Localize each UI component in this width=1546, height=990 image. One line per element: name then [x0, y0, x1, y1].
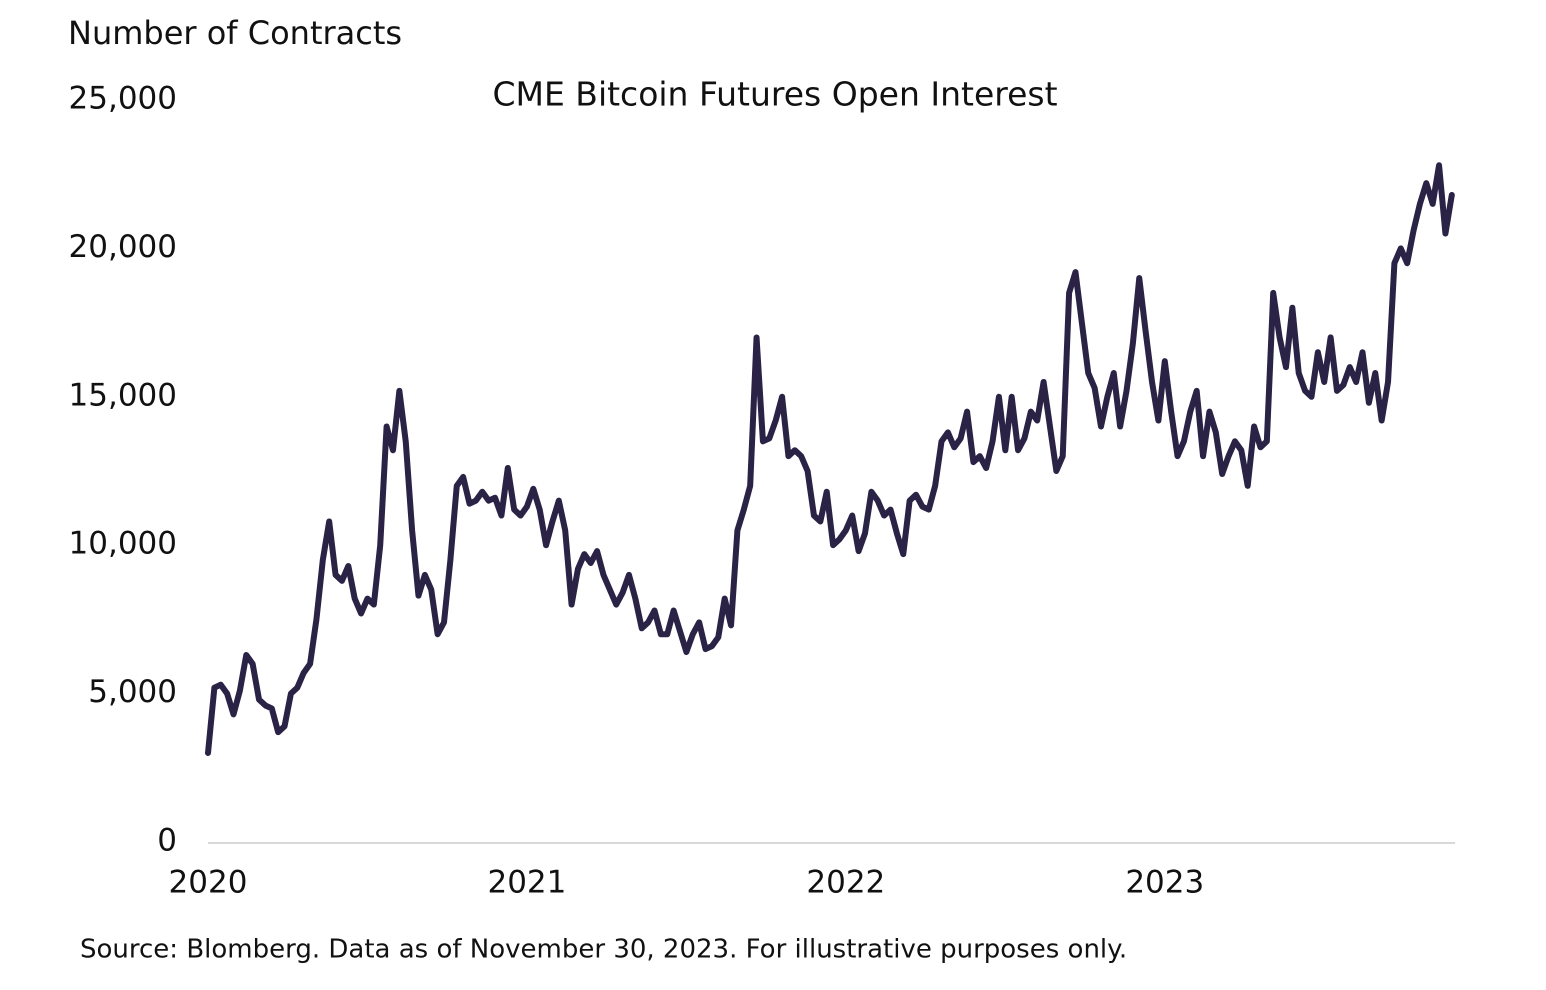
y-axis-label: Number of Contracts — [68, 14, 402, 52]
source-note: Source: Blomberg. Data as of November 30… — [80, 935, 1127, 965]
x-tick-label: 2022 — [806, 865, 885, 901]
chart-title: CME Bitcoin Futures Open Interest — [492, 75, 1057, 114]
y-tick-label: 10,000 — [69, 526, 177, 562]
x-tick-label: 2021 — [487, 865, 566, 901]
x-tick-label: 2023 — [1125, 865, 1204, 901]
x-tick-label: 2020 — [169, 865, 248, 901]
y-tick-label: 20,000 — [69, 229, 177, 265]
y-tick-label: 0 — [157, 823, 177, 859]
data-line — [205, 162, 1455, 756]
y-tick-label: 5,000 — [88, 674, 177, 710]
y-tick-label: 25,000 — [69, 81, 177, 117]
y-tick-label: 15,000 — [69, 377, 177, 413]
